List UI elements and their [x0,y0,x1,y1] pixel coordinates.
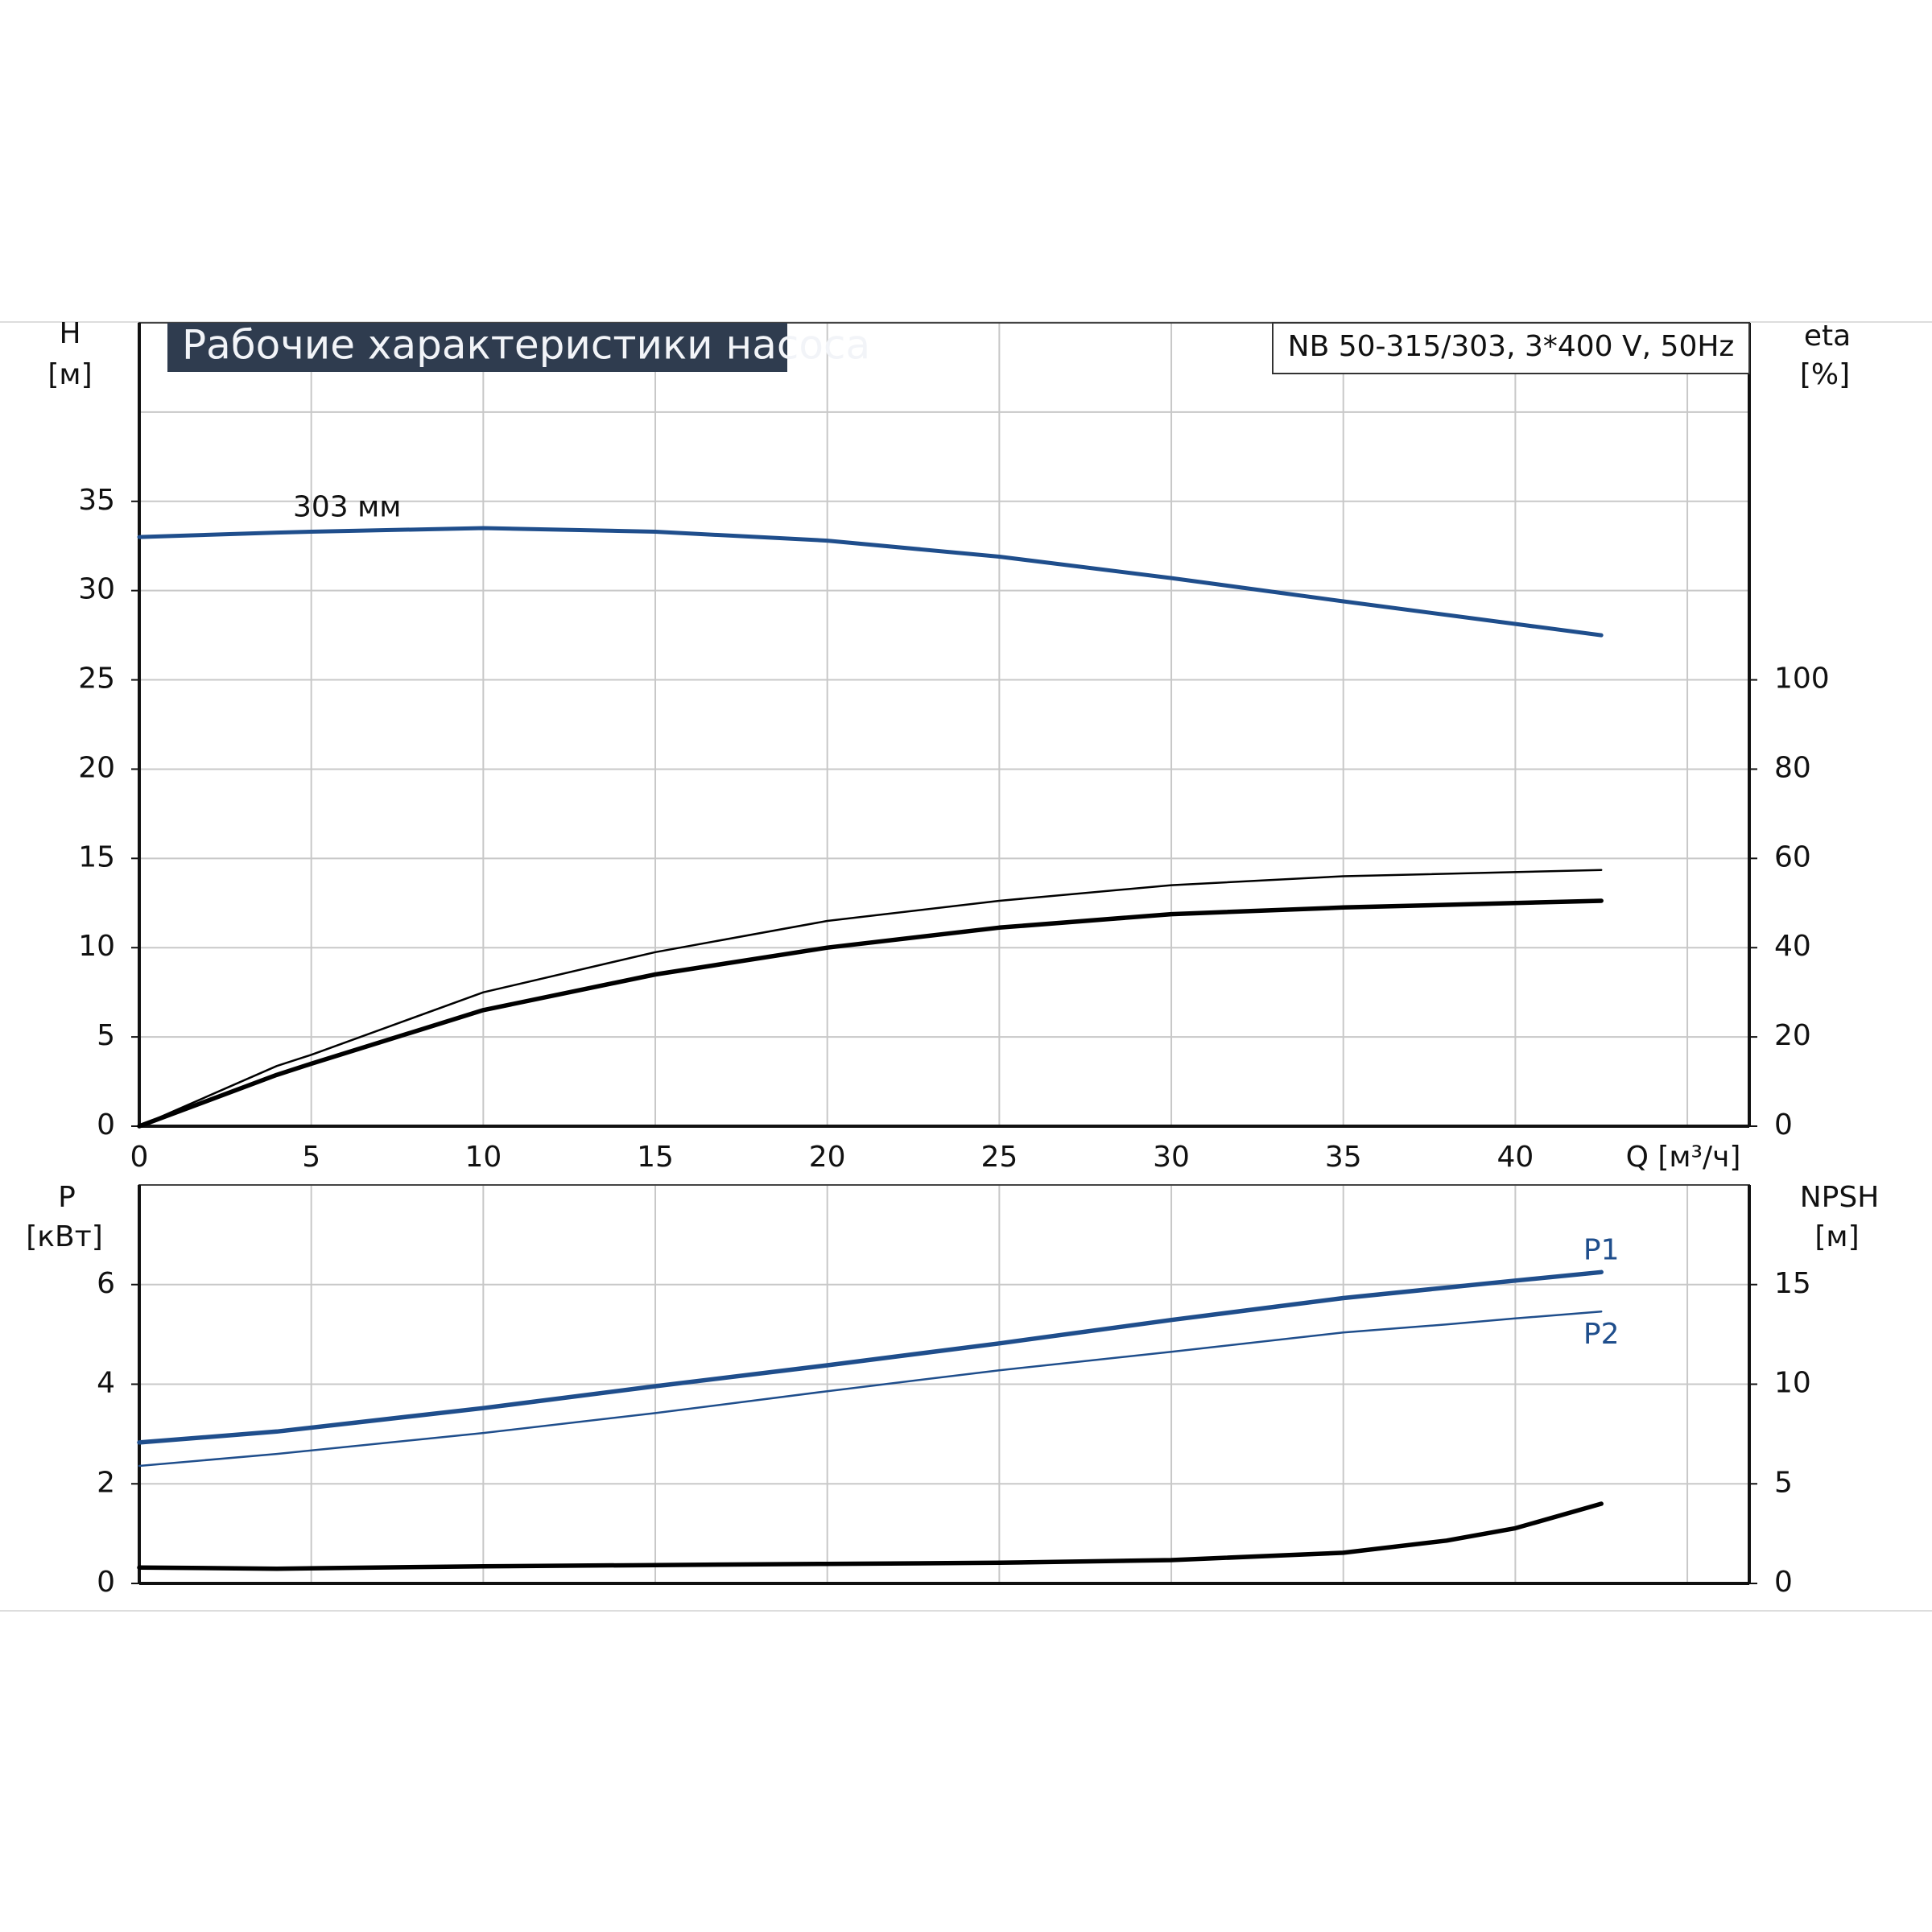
series-label: P1 [1583,1233,1620,1266]
x-tick-label: 0 [130,1141,149,1174]
series-line [138,869,1603,1128]
axis-label: [м] [47,358,92,391]
y-tick-label: 2 [97,1466,115,1499]
axis-label: H [59,317,80,350]
y2-tick-label: 0 [1774,1108,1793,1141]
axis-label: NPSH [1800,1181,1880,1214]
x-tick-label: 35 [1325,1141,1362,1174]
axis-label: [%] [1800,358,1850,391]
y2-tick-label: 5 [1774,1466,1793,1499]
y2-tick-label: 10 [1774,1367,1811,1400]
series-line [137,526,1604,638]
series-line [137,898,1604,1129]
y2-tick-label: 80 [1774,751,1811,784]
y-tick-label: 30 [78,573,115,606]
model-label: NB 50-315/303, 3*400 V, 50Hz [1288,330,1735,363]
axis-label: eta [1804,320,1851,353]
y2-tick-label: 40 [1774,930,1811,963]
x-tick-label: 10 [464,1141,502,1174]
y-tick-label: 20 [78,751,115,784]
x-axis-label: Q [м³/ч] [1626,1141,1741,1174]
y-tick-label: 6 [97,1267,115,1300]
x-tick-label: 20 [809,1141,846,1174]
y-tick-label: 5 [97,1019,115,1052]
y-tick-label: 0 [97,1108,115,1141]
x-tick-label: 25 [980,1141,1018,1174]
x-tick-label: 30 [1153,1141,1190,1174]
model-box [1272,322,1750,374]
x-tick-label: 15 [637,1141,674,1174]
axis-label: [м] [1814,1220,1859,1253]
series-line [137,1501,1604,1571]
series-line [138,1310,1603,1468]
y2-tick-label: 0 [1774,1566,1793,1599]
axis-label: P [58,1181,76,1214]
plot-frame [138,322,1750,1127]
y-tick-label: 10 [78,930,115,963]
series-line [137,1269,1604,1445]
y2-tick-label: 20 [1774,1019,1811,1052]
y-tick-label: 25 [78,663,115,696]
x-tick-label: 40 [1496,1141,1534,1174]
series-label: P2 [1583,1318,1620,1351]
axis-label: [кВт] [26,1220,103,1253]
y-tick-label: 4 [97,1367,115,1400]
y2-tick-label: 15 [1774,1267,1811,1300]
series-label: 303 мм [293,491,401,524]
y2-tick-label: 60 [1774,840,1811,873]
chart-title: Рабочие характеристики насоса [182,322,870,369]
y2-tick-label: 100 [1774,663,1830,696]
title-box [167,323,787,372]
y-tick-label: 0 [97,1566,115,1599]
y-tick-label: 15 [78,840,115,873]
x-tick-label: 5 [302,1141,320,1174]
y-tick-label: 35 [78,484,115,517]
